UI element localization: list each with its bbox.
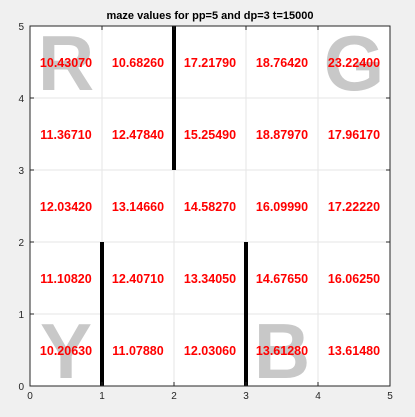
cell-value: 14.67650: [256, 272, 308, 286]
maze-walls: [100, 26, 248, 386]
cell-value: 16.09990: [256, 200, 308, 214]
y-tick-label: 1: [18, 310, 24, 321]
cell-value: 11.10820: [40, 272, 91, 286]
cell-value: 17.21790: [184, 56, 236, 70]
corner-letter: B: [254, 307, 310, 395]
x-tick-label: 0: [27, 391, 33, 402]
cell-value: 11.36710: [40, 128, 91, 142]
cell-value: 10.68260: [112, 56, 164, 70]
chart-title: maze values for pp=5 and dp=3 t=15000: [107, 10, 314, 22]
cell-value: 13.14660: [112, 200, 164, 214]
y-tick-label: 5: [18, 22, 24, 33]
x-tick-label: 1: [99, 391, 105, 402]
cell-value: 18.87970: [256, 128, 308, 142]
cell-value: 18.76420: [256, 56, 308, 70]
cell-value: 15.25490: [184, 128, 236, 142]
y-tick-label: 4: [18, 94, 24, 105]
cell-value: 14.58270: [184, 200, 236, 214]
cell-value: 13.34050: [184, 272, 236, 286]
cell-values: 10.43070 10.68260 17.21790 18.76420 23.22400…: [40, 56, 380, 358]
cell-value: 17.96170: [328, 128, 380, 142]
cell-value: 10.20630: [40, 344, 92, 358]
y-tick-label: 0: [18, 382, 24, 393]
cell-value: 13.61480: [328, 344, 380, 358]
cell-value: 12.47840: [112, 128, 164, 142]
cell-value: 13.61280: [256, 344, 308, 358]
y-tick-label: 2: [18, 238, 24, 249]
cell-value: 12.03420: [40, 200, 92, 214]
corner-letters: R G Y B: [38, 19, 385, 395]
cell-value: 12.03060: [184, 344, 236, 358]
x-tick-label: 2: [171, 391, 177, 402]
cell-value: 10.43070: [40, 56, 92, 70]
cell-value: 12.40710: [112, 272, 164, 286]
corner-letter: Y: [40, 307, 92, 395]
cell-value: 17.22220: [328, 200, 380, 214]
cell-value: 11.07880: [112, 344, 163, 358]
cell-value: 23.22400: [328, 56, 380, 70]
axes-box: [29, 25, 391, 387]
corner-letter: R: [38, 19, 94, 107]
x-tick-label: 3: [243, 391, 249, 402]
x-tick-label: 4: [315, 391, 321, 402]
corner-letter: G: [324, 19, 385, 107]
x-tick-label: 5: [387, 391, 393, 402]
axis-ticks: 0 1 2 3 4 5 0 1 2 3 4 5: [18, 22, 393, 402]
y-tick-label: 3: [18, 166, 24, 177]
plot-area: [30, 26, 390, 386]
cell-value: 16.06250: [328, 272, 380, 286]
